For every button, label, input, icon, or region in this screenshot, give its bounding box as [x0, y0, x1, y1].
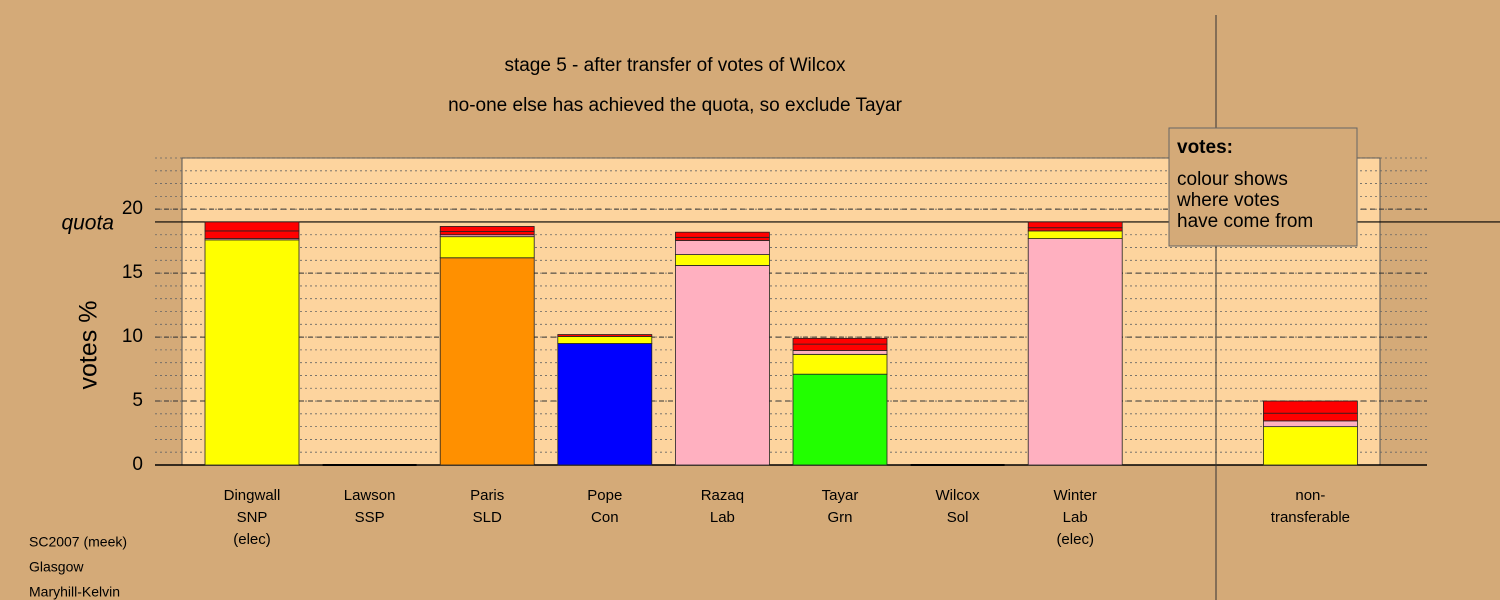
bar-segment [792, 373, 888, 466]
x-tick-label: Sol [947, 509, 969, 526]
x-tick-label: SSP [355, 509, 385, 526]
bar-segment [675, 265, 770, 466]
footer-text: Maryhill-Kelvin [29, 584, 120, 600]
y-tick-label: 5 [132, 390, 143, 411]
bar-segment [792, 350, 888, 355]
x-tick-label: Tayar [822, 487, 859, 504]
footer-text: SC2007 (meek) [29, 534, 127, 550]
bar-segment [1027, 221, 1123, 229]
bar-segment [204, 230, 300, 239]
chart-title: stage 5 - after transfer of votes of Wil… [504, 55, 846, 76]
bar-segment [204, 239, 300, 466]
x-tick-label: SLD [473, 509, 502, 526]
bar-segment [439, 257, 535, 466]
x-tick-label: Winter [1054, 487, 1097, 504]
legend-text: colour shows [1177, 169, 1288, 190]
y-tick-label: 10 [122, 326, 143, 347]
y-axis-label: votes % [75, 301, 103, 390]
x-tick-label: SNP [237, 509, 268, 526]
bar-segment [1027, 238, 1123, 466]
quota-label: quota [61, 212, 114, 235]
x-tick-label: transferable [1271, 509, 1350, 526]
bar-segment [204, 221, 300, 232]
bar-segment [792, 337, 888, 345]
x-tick-label: Paris [470, 487, 504, 504]
x-tick-label: Lab [1063, 509, 1088, 526]
legend-text: where votes [1176, 190, 1279, 211]
y-tick-label: 15 [122, 262, 143, 283]
bar-segment [439, 231, 535, 236]
footer-text: Glasgow [29, 559, 84, 575]
bars [204, 221, 1358, 466]
y-tick-label: 0 [132, 454, 143, 475]
bar-segment [1027, 227, 1123, 232]
x-tick-label: Grn [827, 509, 852, 526]
x-tick-label: (elec) [233, 531, 271, 548]
bar-segment [439, 236, 535, 259]
bar-segment [675, 231, 770, 238]
bar-segment [1263, 420, 1358, 428]
grid [155, 157, 1500, 466]
legend-title: votes: [1177, 137, 1233, 158]
bar-segment [1263, 400, 1358, 414]
x-tick-label: Razaq [701, 487, 744, 504]
x-tick-label: Dingwall [224, 487, 281, 504]
legend-box [1168, 127, 1358, 247]
chart-subtitle: no-one else has achieved the quota, so e… [448, 95, 903, 116]
bar-segment [675, 254, 770, 266]
bar-segment [792, 353, 888, 375]
x-tick-label: Wilcox [936, 487, 981, 504]
y-tick-label: 20 [122, 198, 143, 219]
bar-segment [792, 343, 888, 351]
bar-segment [557, 343, 653, 466]
bar-segment [1263, 412, 1358, 422]
x-tick-label: Lab [710, 509, 735, 526]
bar-segment [675, 240, 770, 255]
x-tick-label: Con [591, 509, 619, 526]
x-tick-label: non- [1295, 487, 1325, 504]
bar-segment [557, 334, 653, 337]
x-tick-label: (elec) [1056, 531, 1094, 548]
x-tick-label: Pope [587, 487, 622, 504]
bar-segment [1027, 230, 1123, 239]
bar-segment [439, 226, 535, 232]
bar-segment [557, 336, 653, 344]
x-tick-label: Lawson [344, 487, 396, 504]
bar-segment [675, 236, 770, 241]
bar-segment [1263, 426, 1358, 466]
legend-text: have come from [1177, 211, 1313, 232]
